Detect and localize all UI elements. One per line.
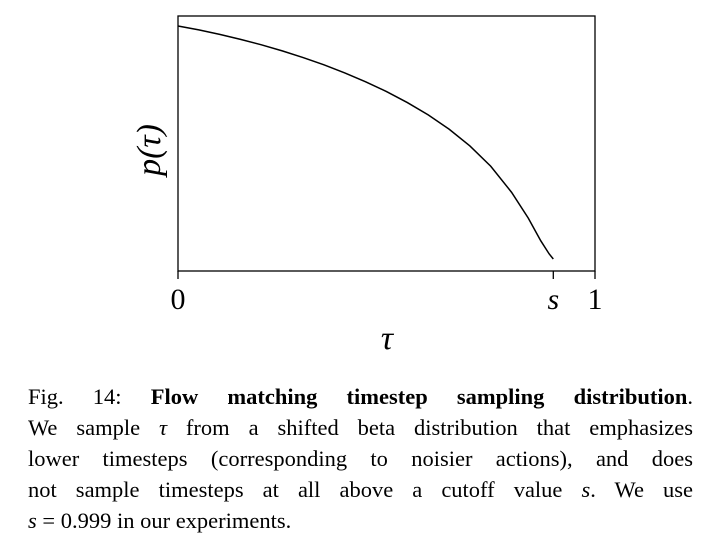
x-axis-ticks [177, 271, 596, 279]
caption-var-s: s [28, 508, 37, 533]
plot-frame [177, 15, 596, 272]
x-tick-label: 1 [588, 283, 603, 316]
caption-text: from a shifted beta distribution that em… [167, 415, 694, 440]
caption-fig-label: Fig. 14: [28, 384, 122, 409]
caption-line-1: Fig. 14: Flow matching timestep sampling… [28, 381, 693, 412]
x-tick-label: 0 [171, 283, 186, 316]
caption-var-tau: τ [158, 415, 168, 440]
caption-line-3: lower timesteps (corresponding to noisie… [28, 446, 693, 471]
caption-text: not sample timesteps at all above a cuto… [28, 477, 582, 502]
caption-text: = 0.999 in our experiments. [36, 508, 292, 533]
caption-line-2: We sample τ from a shifted beta distribu… [28, 412, 693, 443]
series-line [177, 25, 554, 260]
y-axis-title: p(τ) [131, 124, 168, 178]
x-axis-title: τ [381, 320, 395, 357]
figure-caption: Fig. 14: Flow matching timestep sampling… [28, 381, 693, 536]
caption-line-4: not sample timesteps at all above a cuto… [28, 474, 693, 505]
x-tick-label: s [547, 283, 559, 316]
caption-line-5: s = 0.999 in our experiments. [28, 505, 693, 536]
caption-bold-title: Flow matching timestep sampling distribu… [150, 384, 688, 409]
caption-text: . We use [590, 477, 693, 502]
caption-text: We sample [28, 415, 159, 440]
caption-period: . [687, 384, 693, 409]
caption-var-s: s [581, 477, 591, 502]
